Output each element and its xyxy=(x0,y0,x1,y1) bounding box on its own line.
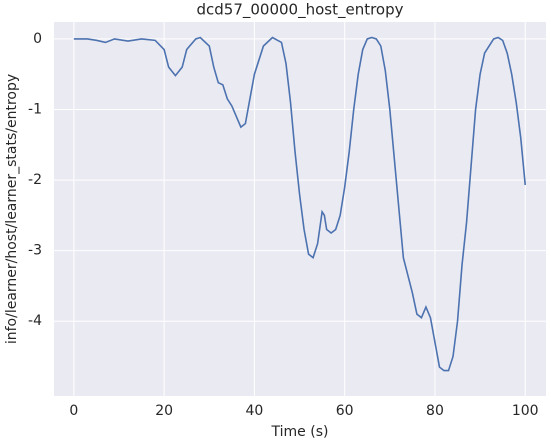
y-tick-label: -1 xyxy=(28,102,42,118)
x-tick-label: 20 xyxy=(155,403,173,419)
y-tick-label: -3 xyxy=(28,243,42,259)
y-tick-label: -2 xyxy=(28,172,42,188)
x-tick-label: 80 xyxy=(426,403,444,419)
x-axis-label: Time (s) xyxy=(271,424,329,440)
x-tick-label: 40 xyxy=(245,403,263,419)
plot-area xyxy=(54,22,546,396)
y-tick-label: -4 xyxy=(28,313,42,329)
x-tick-label: 0 xyxy=(69,403,78,419)
y-tick-label: 0 xyxy=(33,31,42,47)
data-line xyxy=(73,36,527,372)
x-tick-label: 60 xyxy=(336,403,354,419)
chart-title: dcd57_00000_host_entropy xyxy=(196,1,403,20)
y-axis-label: info/learner/host/learner_stats/entropy xyxy=(4,74,20,344)
x-tick-label: 100 xyxy=(512,403,539,419)
